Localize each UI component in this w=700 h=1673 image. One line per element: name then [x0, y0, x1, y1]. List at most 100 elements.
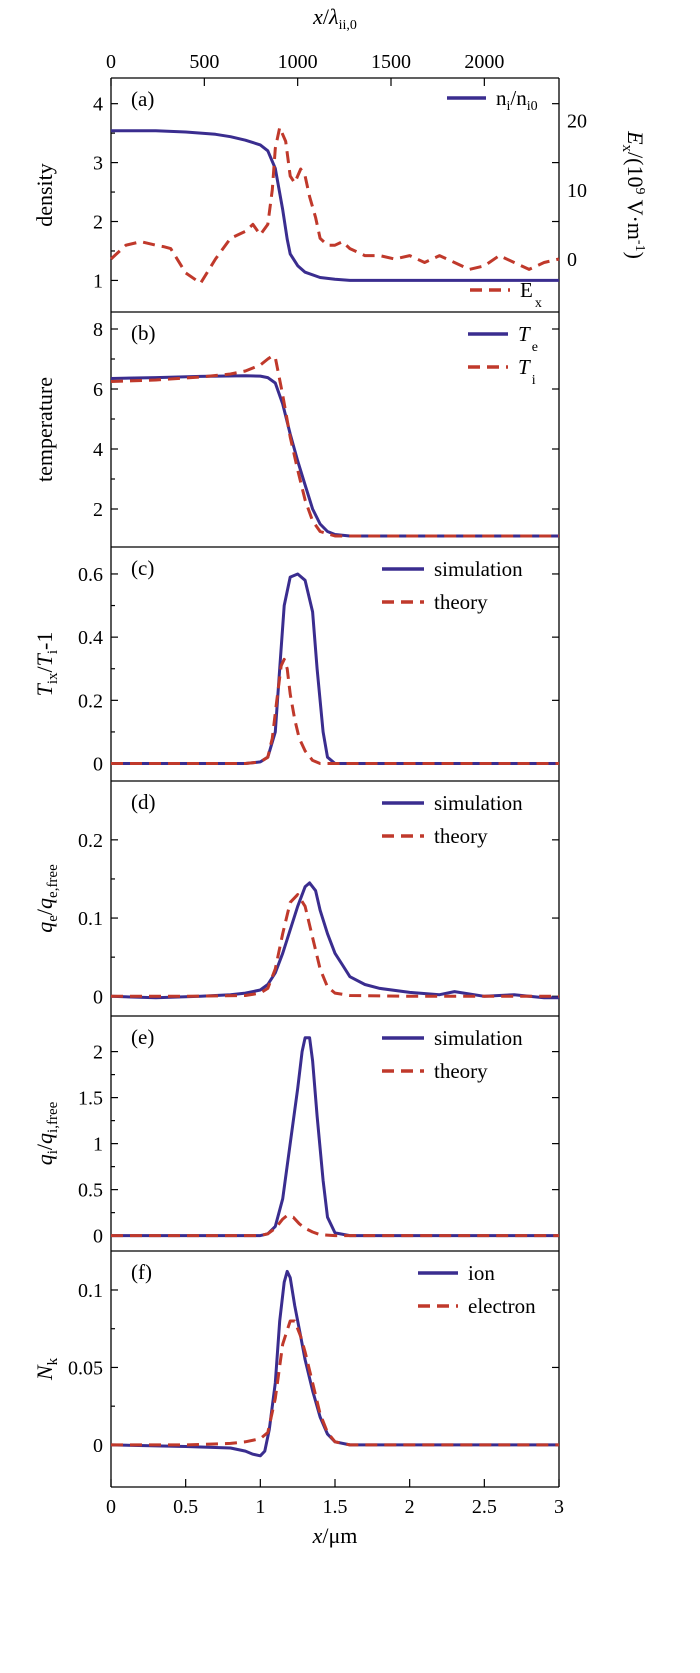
y-axis-label: qi/qi,free	[32, 1101, 61, 1165]
ylabel-part: T	[32, 652, 57, 666]
legend-part: /n	[510, 86, 527, 110]
toplabel-part: x	[312, 4, 323, 29]
series-line-theory	[111, 893, 559, 998]
ylabel-part: q	[32, 1154, 57, 1165]
rlabel-part: V·m	[623, 194, 648, 239]
panel-label: (f)	[131, 1260, 152, 1284]
y-tick-label: 0.4	[78, 627, 103, 649]
legend-label: simulation	[434, 557, 523, 581]
series-line-theory	[111, 1213, 559, 1238]
top-tick-label: 1500	[371, 51, 411, 73]
panel-label: (d)	[131, 790, 156, 814]
y-tick-label: 1.5	[78, 1088, 103, 1110]
ylabel-part: T	[32, 682, 57, 696]
top-tick-label: 1000	[278, 51, 318, 73]
legend-label: simulation	[434, 1026, 523, 1050]
toplabel-sub: ii,0	[339, 18, 357, 33]
y-axis-label: density	[32, 163, 57, 227]
y-tick-label: 0.2	[78, 830, 103, 852]
y-tick-label: 0.6	[78, 564, 103, 586]
legend-label: theory	[434, 1059, 488, 1083]
legend-part: n	[496, 86, 507, 110]
series-line-n-i-n-i0	[111, 129, 559, 282]
ylabel-sub: i	[45, 1150, 61, 1154]
legend-part: T	[518, 322, 531, 346]
x-tick-label: 3	[554, 1496, 564, 1518]
series-line-e-x	[109, 126, 560, 285]
y-tick-label: 0.1	[78, 908, 103, 930]
y-tick-label: 0	[93, 754, 103, 776]
ylabel-part: -1	[32, 632, 57, 650]
ylabel-sub: e	[45, 915, 61, 922]
series-line-t-e	[110, 374, 559, 538]
panel-d: 0 0.1 0.2 qe/qe,free (d) simulation theory	[32, 781, 560, 1017]
ylabel-part: /	[32, 1143, 57, 1150]
panel-label: (b)	[131, 321, 156, 345]
panel-f: 0 0.05 0.1 Nk (f) ion electron	[32, 1251, 560, 1488]
series-line-t-i	[110, 354, 559, 538]
y-axis-label: Tix/Ti-1	[32, 632, 61, 697]
ylabel-sub: ix	[45, 672, 61, 684]
legend-label: electron	[468, 1294, 536, 1318]
ylabel-sub: i	[45, 650, 61, 654]
legend-label: simulation	[434, 791, 523, 815]
rlabel-part: /(10	[623, 152, 648, 187]
rlabel-sup: -1	[632, 240, 647, 252]
panel-label: (e)	[131, 1025, 154, 1049]
y-tick-label: 0	[93, 986, 103, 1008]
y-tick-label: 2	[93, 1042, 103, 1064]
ylabel-part: N	[32, 1364, 57, 1381]
legend-sub: i	[532, 373, 536, 388]
legend-sub: i	[507, 99, 511, 114]
legend-label: theory	[434, 590, 488, 614]
y-tick-label: 4	[93, 439, 103, 461]
y-tick-label: 6	[93, 379, 103, 401]
y-tick-label: 0	[93, 1226, 103, 1248]
y-axis-label: qe/qe,free	[32, 864, 61, 933]
y-tick-label: 2	[93, 212, 103, 234]
y-tick-label: 3	[93, 153, 103, 175]
legend-label: theory	[434, 824, 488, 848]
panel-label: (a)	[131, 87, 154, 111]
series-line-simulation	[111, 572, 559, 765]
y-tick-label: 0.05	[68, 1357, 103, 1379]
y-axis-label: Nk	[32, 1357, 61, 1381]
x-tick-label: 1.5	[323, 1496, 348, 1518]
xlabel-part: /μm	[322, 1523, 357, 1548]
legend-part: E	[520, 278, 533, 302]
legend-sub: i0	[527, 99, 538, 114]
x-tick-label: 0.5	[173, 1496, 198, 1518]
x-tick-label: 0	[106, 1496, 116, 1518]
series-line-electron	[111, 1319, 559, 1447]
series-line-theory	[111, 657, 559, 765]
y-tick-label: 0.2	[78, 690, 103, 712]
panel-label: (c)	[131, 556, 154, 580]
y-tick-label: 0.5	[78, 1180, 103, 1202]
rlabel-sub: x	[619, 145, 635, 153]
x-tick-label: 2	[405, 1496, 415, 1518]
x-axis-label: x/μm	[312, 1523, 358, 1548]
top-x-axis: 0 500 1000 1500 2000 x/λii,0	[106, 4, 504, 86]
top-tick-label: 2000	[464, 51, 504, 73]
ylabel-sub: e,free	[45, 864, 61, 898]
toplabel-part: λ	[328, 4, 339, 29]
right-tick-label: 0	[567, 249, 577, 271]
top-tick-label: 0	[106, 51, 116, 73]
right-tick-label: 10	[567, 180, 587, 202]
top-tick-label: 500	[189, 51, 219, 73]
y-axis-label: temperature	[32, 377, 57, 482]
y-tick-label: 0	[93, 1435, 103, 1457]
legend-label: ni/ni0	[496, 86, 538, 114]
top-axis-label: x/λii,0	[312, 4, 357, 33]
ylabel-sub: i,free	[45, 1101, 61, 1133]
bottom-x-axis: 0 0.5 1 1.5 2 2.5 3 x/μm	[106, 1479, 564, 1548]
rlabel-part: E	[623, 130, 648, 145]
y-tick-label: 4	[93, 94, 103, 116]
legend-label: Te	[518, 322, 538, 355]
y-tick-label: 0.1	[78, 1280, 103, 1302]
